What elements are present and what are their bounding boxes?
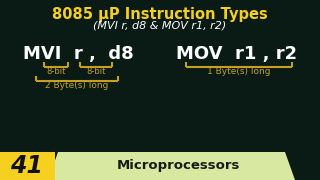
Polygon shape — [48, 152, 295, 180]
Text: 8-bit: 8-bit — [86, 68, 106, 76]
FancyBboxPatch shape — [0, 152, 55, 180]
Text: MOV  r1 , r2: MOV r1 , r2 — [176, 45, 298, 63]
Text: 41: 41 — [11, 154, 44, 178]
Text: 8-bit: 8-bit — [46, 68, 66, 76]
Text: MVI  r ,  d8: MVI r , d8 — [23, 45, 133, 63]
Text: 2 Byte(s) long: 2 Byte(s) long — [45, 82, 109, 91]
Text: 8085 μP Instruction Types: 8085 μP Instruction Types — [52, 8, 268, 22]
Text: (MVI r, d8 & MOV r1, r2): (MVI r, d8 & MOV r1, r2) — [93, 21, 227, 31]
Text: Microprocessors: Microprocessors — [116, 159, 240, 172]
Text: 1 Byte(s) long: 1 Byte(s) long — [207, 68, 271, 76]
